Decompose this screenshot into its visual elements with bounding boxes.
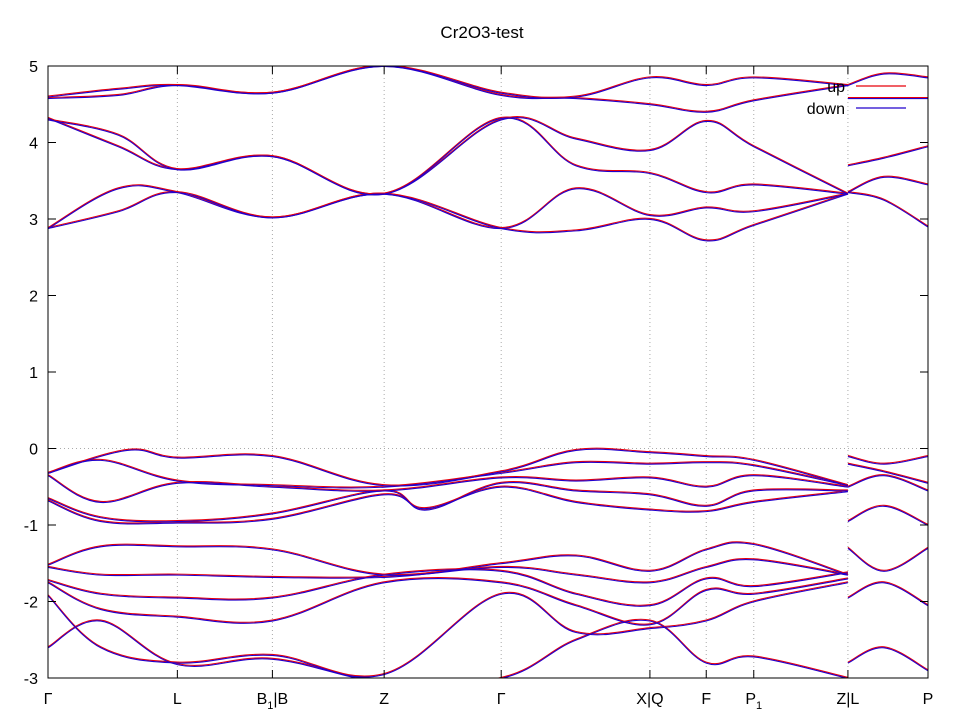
band-line-up bbox=[847, 175, 928, 193]
band-line-up bbox=[48, 541, 849, 576]
band-line-up bbox=[847, 504, 928, 525]
band-line-down bbox=[48, 482, 848, 523]
band-line-down bbox=[847, 456, 928, 465]
band-line-up bbox=[48, 66, 848, 99]
legend-label: down bbox=[807, 101, 845, 118]
band-line-down bbox=[847, 505, 928, 526]
y-tick-label: 3 bbox=[29, 212, 38, 229]
band-line-down bbox=[48, 185, 849, 242]
y-tick-label: 2 bbox=[29, 289, 38, 306]
y-tick-label: 0 bbox=[29, 442, 38, 459]
band-line-down bbox=[48, 582, 849, 678]
band-line-down bbox=[48, 117, 848, 196]
band-line-up bbox=[847, 145, 928, 166]
band-line-down bbox=[847, 547, 928, 572]
band-line-up bbox=[48, 618, 849, 678]
band-line-down bbox=[48, 542, 849, 577]
band-line-up bbox=[48, 577, 849, 625]
band-line-up bbox=[847, 191, 928, 227]
band-line-down bbox=[847, 647, 928, 672]
x-tick-label: L bbox=[173, 691, 182, 708]
band-line-up bbox=[48, 581, 849, 677]
chart-title: Cr2O3-test bbox=[440, 23, 523, 42]
band-line-down bbox=[847, 582, 928, 607]
band-line-down bbox=[48, 486, 848, 525]
band-line-down bbox=[847, 73, 928, 87]
y-tick-label: 4 bbox=[29, 136, 38, 153]
band-line-up bbox=[48, 187, 849, 229]
band-line-down bbox=[847, 463, 928, 484]
band-line-up bbox=[847, 546, 928, 571]
band-line-up bbox=[48, 558, 849, 583]
band-line-up bbox=[847, 581, 928, 606]
band-line-up bbox=[48, 66, 849, 112]
x-tick-label: Z bbox=[379, 691, 389, 708]
band-line-down bbox=[48, 619, 849, 678]
x-tick-label: P bbox=[923, 691, 934, 708]
band-line-up bbox=[48, 184, 849, 241]
x-tick-label: Γ bbox=[497, 691, 506, 708]
bands-up-series bbox=[48, 66, 928, 678]
band-line-down bbox=[48, 117, 849, 196]
band-line-down bbox=[48, 188, 849, 230]
band-line-up bbox=[847, 646, 928, 671]
band-line-up bbox=[847, 474, 928, 491]
band-line-down bbox=[48, 459, 849, 489]
x-tick-label: F bbox=[701, 691, 711, 708]
plot-frame bbox=[47, 65, 929, 679]
x-tick-label: Z|L bbox=[837, 691, 860, 708]
band-line-down bbox=[48, 559, 849, 584]
band-line-down bbox=[48, 66, 849, 113]
y-tick-label: -1 bbox=[24, 518, 38, 535]
legend: up down bbox=[807, 79, 906, 118]
grid-lines bbox=[48, 66, 928, 678]
band-line-up bbox=[847, 455, 928, 464]
x-tick-label: B1|B bbox=[257, 691, 289, 712]
y-tick-label: -3 bbox=[24, 671, 38, 688]
legend-label: up bbox=[827, 79, 845, 96]
band-line-down bbox=[847, 176, 928, 194]
y-tick-label: 5 bbox=[29, 59, 38, 76]
band-line-down bbox=[847, 475, 928, 492]
band-line-up bbox=[48, 458, 849, 488]
band-line-down bbox=[48, 569, 848, 607]
x-tick-label: X|Q bbox=[636, 691, 663, 708]
bands-down-series bbox=[48, 66, 928, 678]
band-line-up bbox=[48, 474, 848, 503]
band-line-up bbox=[847, 462, 928, 483]
band-line-up bbox=[48, 481, 848, 522]
y-tick-label: 1 bbox=[29, 365, 38, 382]
x-tick-label: Γ bbox=[44, 691, 53, 708]
band-line-down bbox=[48, 66, 848, 100]
y-tick-label: -2 bbox=[24, 595, 38, 612]
band-line-up bbox=[48, 568, 848, 606]
band-line-up bbox=[847, 72, 928, 86]
x-tick-label: P1 bbox=[745, 691, 762, 712]
axis-ticks: Γ L B1|B Z Γ X|Q F P1 Z|L P -3 -2 -1 0 1 2 3 4 5 bbox=[24, 59, 934, 712]
band-line-down bbox=[847, 146, 928, 167]
band-line-down bbox=[847, 192, 928, 228]
band-line-down bbox=[48, 578, 849, 626]
band-line-down bbox=[48, 475, 848, 504]
band-line-up bbox=[48, 116, 849, 195]
band-line-up bbox=[48, 485, 848, 524]
